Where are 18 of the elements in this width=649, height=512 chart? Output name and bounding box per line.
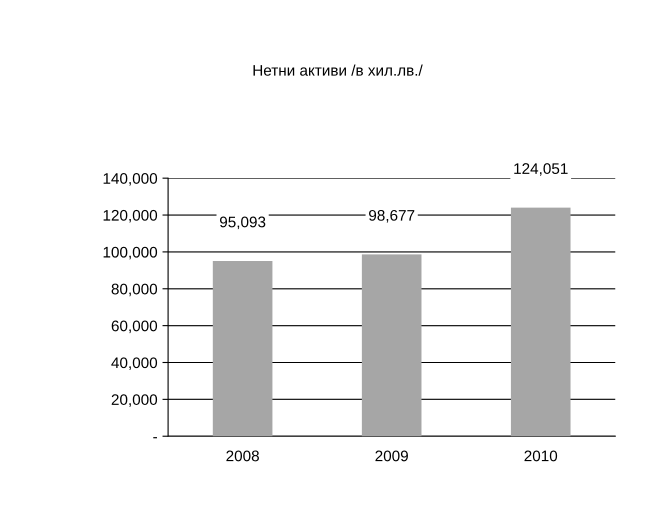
y-tick-label: 80,000 [112, 284, 158, 296]
x-tick-label: 2009 [375, 450, 408, 462]
y-tick-label: - [153, 437, 157, 438]
y-tick-label: 100,000 [104, 246, 158, 260]
y-tick-label: 20,000 [112, 394, 158, 407]
data-label: 124,051 [514, 163, 568, 176]
x-tick-label: 2010 [524, 450, 558, 462]
y-tick-label: 40,000 [111, 357, 158, 370]
y-tick-label: 120,000 [104, 210, 158, 223]
y-tick-label: 140,000 [104, 173, 158, 186]
x-tick-label: 2008 [226, 450, 259, 462]
y-tick-label: 60,000 [112, 320, 158, 334]
data-label: 98,677 [369, 210, 414, 223]
data-label: 95,093 [220, 216, 266, 230]
bar [362, 254, 422, 436]
chart-title: Нетни активи /в хил.лв./ [254, 64, 423, 76]
bar [212, 260, 272, 436]
bar [510, 208, 571, 436]
